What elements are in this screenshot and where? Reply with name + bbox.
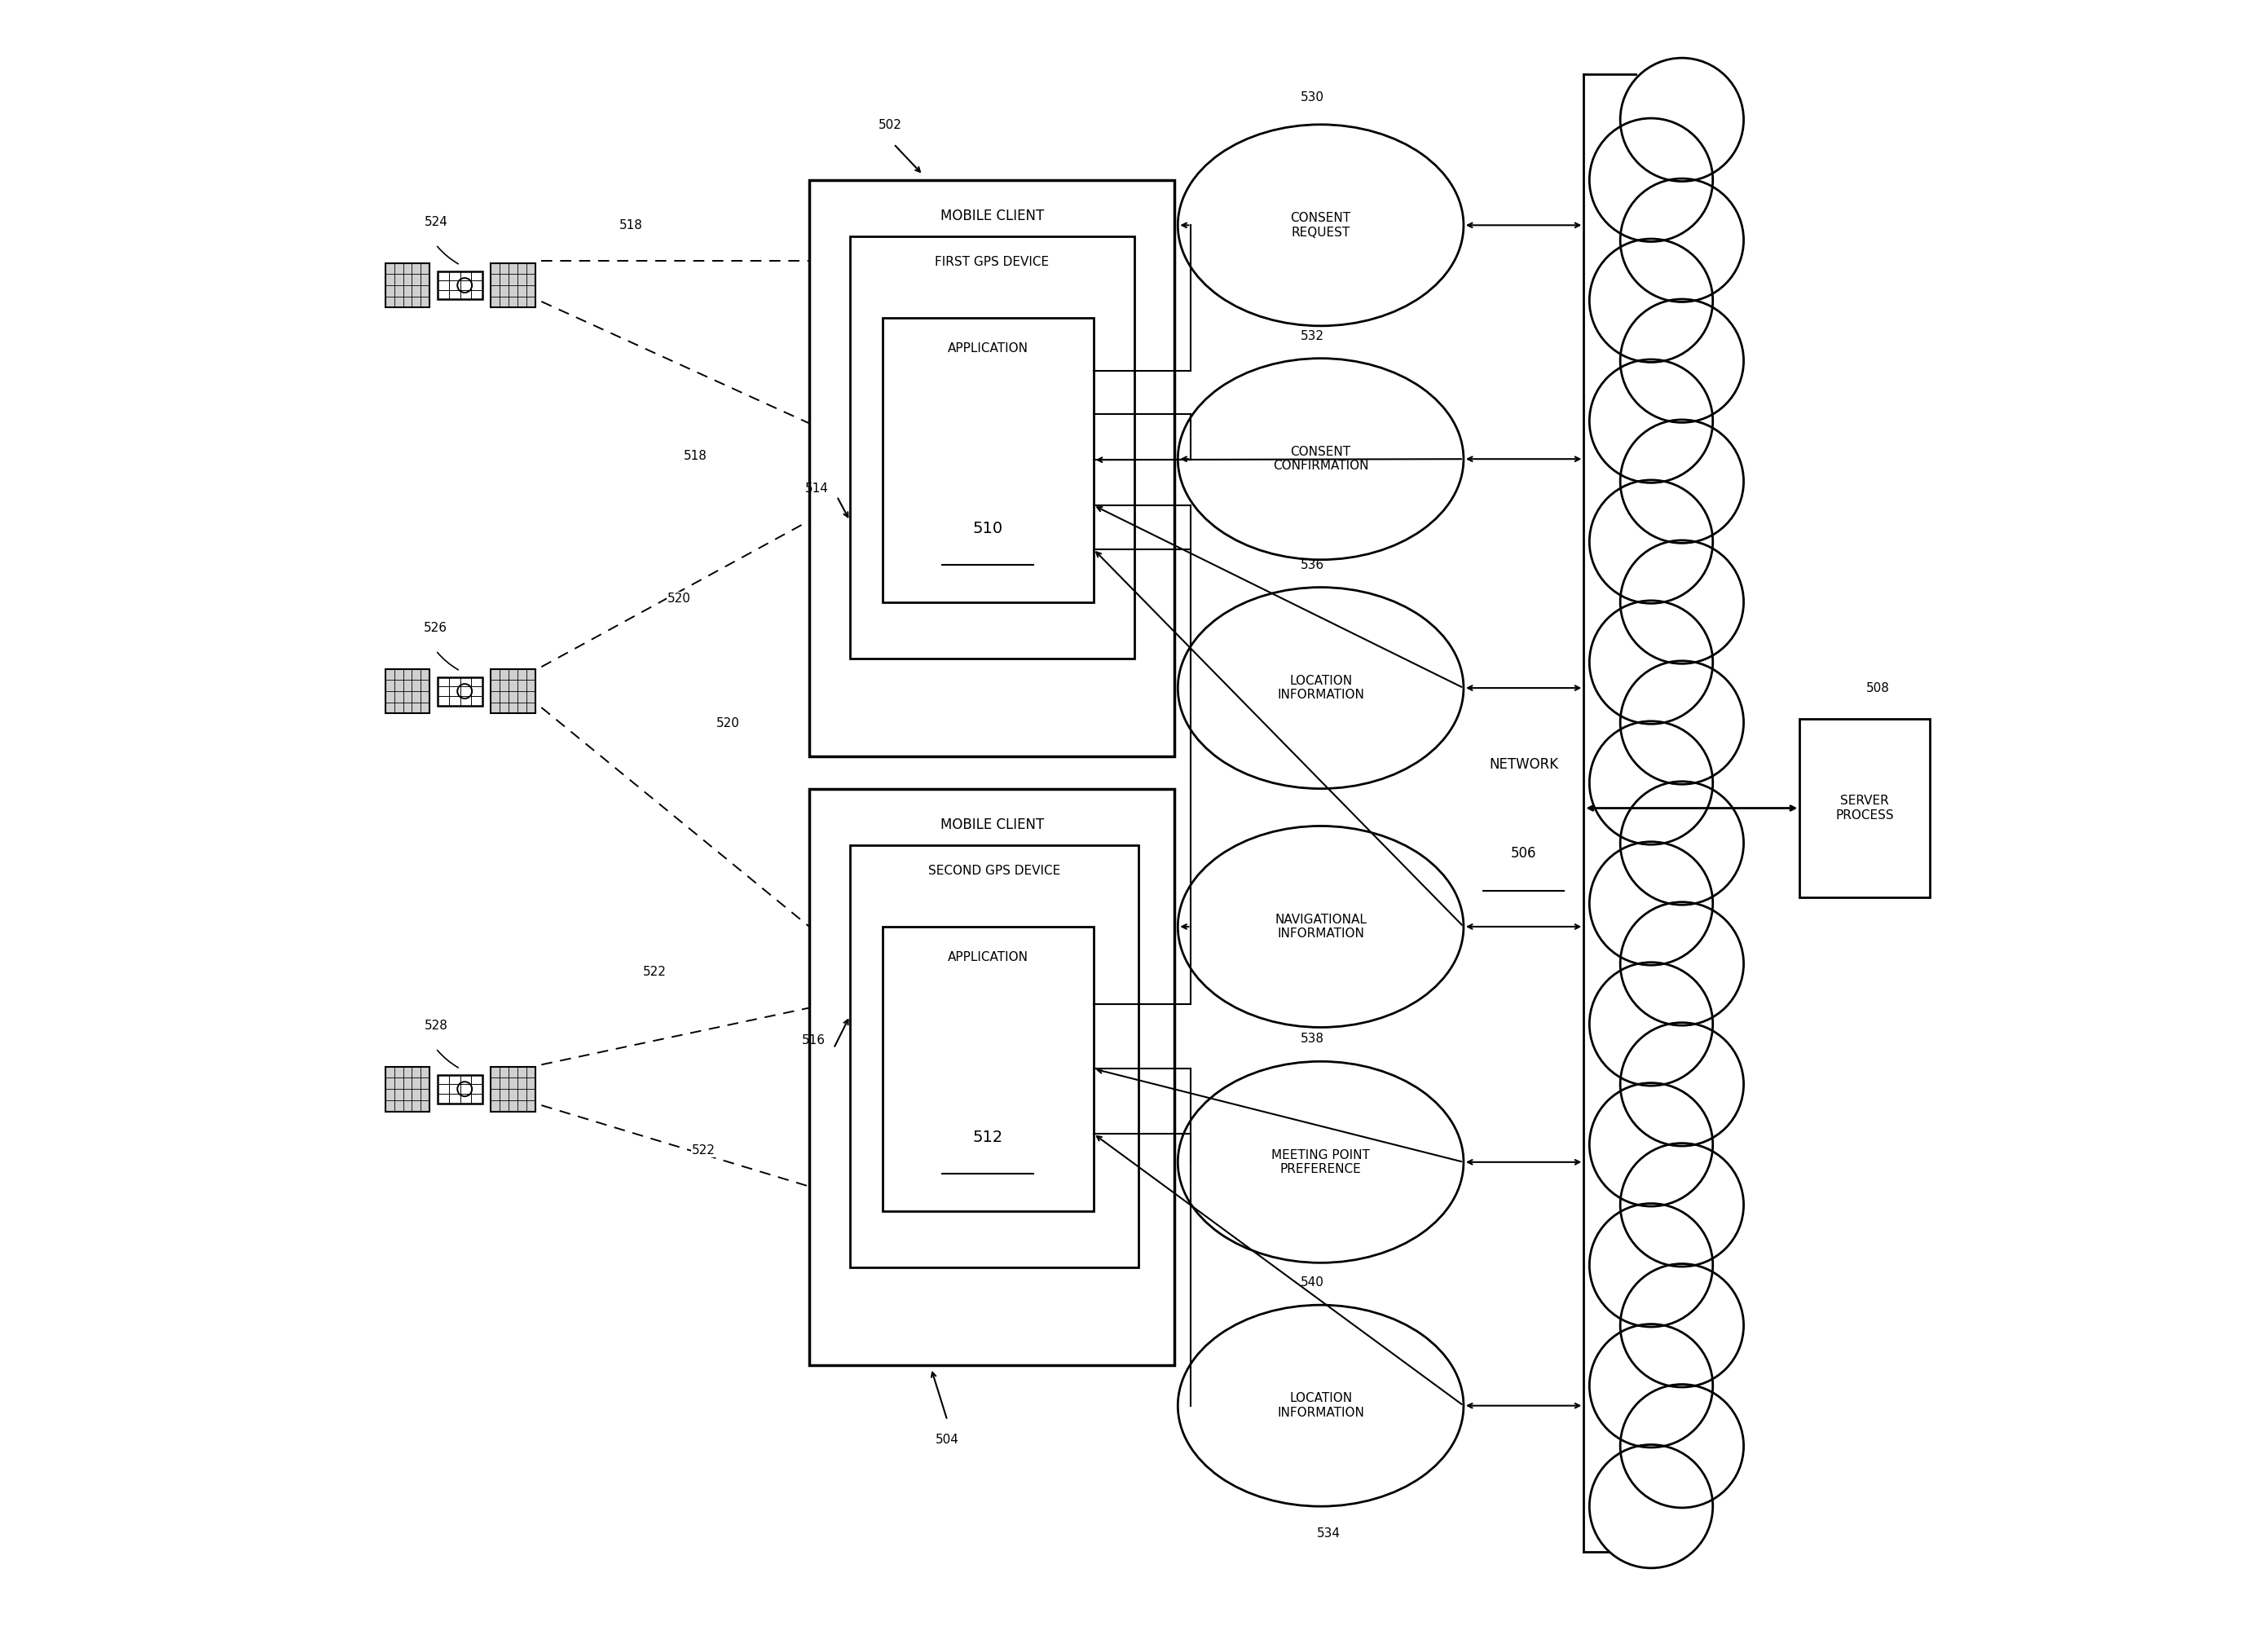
Circle shape bbox=[1619, 1143, 1744, 1267]
FancyBboxPatch shape bbox=[810, 180, 1175, 756]
Text: 518: 518 bbox=[619, 220, 642, 231]
Text: 504: 504 bbox=[934, 1433, 959, 1446]
FancyBboxPatch shape bbox=[882, 317, 1093, 602]
Text: 508: 508 bbox=[1867, 683, 1889, 694]
Text: 528: 528 bbox=[424, 1020, 447, 1033]
Circle shape bbox=[1619, 540, 1744, 663]
FancyBboxPatch shape bbox=[386, 1067, 429, 1111]
Text: 522: 522 bbox=[644, 966, 667, 979]
FancyBboxPatch shape bbox=[850, 846, 1139, 1268]
FancyBboxPatch shape bbox=[386, 668, 429, 714]
Text: 510: 510 bbox=[973, 520, 1002, 537]
Text: 530: 530 bbox=[1302, 91, 1325, 104]
Circle shape bbox=[1619, 59, 1744, 182]
Text: 532: 532 bbox=[1302, 330, 1325, 341]
Text: 506: 506 bbox=[1510, 846, 1535, 860]
Circle shape bbox=[1590, 722, 1712, 844]
Circle shape bbox=[1590, 239, 1712, 363]
Circle shape bbox=[1619, 420, 1744, 543]
Text: 536: 536 bbox=[1302, 559, 1325, 571]
FancyBboxPatch shape bbox=[438, 1075, 483, 1104]
FancyBboxPatch shape bbox=[810, 789, 1175, 1366]
Ellipse shape bbox=[1177, 1062, 1463, 1263]
Ellipse shape bbox=[1177, 125, 1463, 325]
FancyBboxPatch shape bbox=[490, 668, 535, 714]
Text: 502: 502 bbox=[878, 119, 903, 132]
Circle shape bbox=[1590, 1324, 1712, 1447]
FancyBboxPatch shape bbox=[1583, 59, 1649, 1567]
Circle shape bbox=[1590, 963, 1712, 1086]
FancyBboxPatch shape bbox=[1801, 719, 1930, 898]
Text: CONSENT
CONFIRMATION: CONSENT CONFIRMATION bbox=[1272, 446, 1368, 472]
Text: APPLICATION: APPLICATION bbox=[948, 951, 1027, 963]
Text: 520: 520 bbox=[667, 592, 692, 605]
Text: APPLICATION: APPLICATION bbox=[948, 341, 1027, 354]
Text: 514: 514 bbox=[805, 483, 828, 494]
Text: MEETING POINT
PREFERENCE: MEETING POINT PREFERENCE bbox=[1272, 1150, 1370, 1176]
Circle shape bbox=[1590, 1444, 1712, 1567]
Circle shape bbox=[1619, 1023, 1744, 1146]
Text: 520: 520 bbox=[717, 717, 739, 730]
Circle shape bbox=[1619, 1384, 1744, 1507]
Text: 516: 516 bbox=[803, 1034, 826, 1047]
Circle shape bbox=[1619, 1263, 1744, 1387]
FancyBboxPatch shape bbox=[438, 676, 483, 706]
Text: 538: 538 bbox=[1302, 1033, 1325, 1046]
Circle shape bbox=[1590, 842, 1712, 966]
FancyBboxPatch shape bbox=[386, 263, 429, 307]
Text: 540: 540 bbox=[1302, 1276, 1325, 1289]
FancyBboxPatch shape bbox=[438, 272, 483, 299]
Ellipse shape bbox=[1177, 826, 1463, 1028]
Text: LOCATION
INFORMATION: LOCATION INFORMATION bbox=[1277, 1392, 1365, 1419]
Text: MOBILE CLIENT: MOBILE CLIENT bbox=[941, 818, 1043, 833]
Text: FIRST GPS DEVICE: FIRST GPS DEVICE bbox=[934, 255, 1050, 268]
Text: LOCATION
INFORMATION: LOCATION INFORMATION bbox=[1277, 675, 1365, 701]
Circle shape bbox=[1619, 902, 1744, 1026]
Circle shape bbox=[1619, 299, 1744, 423]
FancyBboxPatch shape bbox=[882, 927, 1093, 1211]
Ellipse shape bbox=[1177, 587, 1463, 789]
FancyBboxPatch shape bbox=[850, 236, 1134, 659]
Text: SECOND GPS DEVICE: SECOND GPS DEVICE bbox=[928, 865, 1061, 876]
Text: NETWORK: NETWORK bbox=[1490, 758, 1558, 772]
FancyBboxPatch shape bbox=[490, 263, 535, 307]
Text: 518: 518 bbox=[685, 450, 708, 462]
Text: 524: 524 bbox=[424, 216, 447, 229]
Circle shape bbox=[1590, 480, 1712, 603]
Circle shape bbox=[1619, 179, 1744, 302]
FancyBboxPatch shape bbox=[490, 1067, 535, 1111]
Circle shape bbox=[1590, 1203, 1712, 1327]
Ellipse shape bbox=[1177, 1306, 1463, 1506]
Text: 526: 526 bbox=[424, 623, 447, 634]
Circle shape bbox=[1590, 1083, 1712, 1206]
Text: CONSENT
REQUEST: CONSENT REQUEST bbox=[1290, 211, 1352, 239]
Text: MOBILE CLIENT: MOBILE CLIENT bbox=[941, 210, 1043, 224]
Text: 534: 534 bbox=[1318, 1527, 1340, 1540]
Text: 522: 522 bbox=[692, 1145, 714, 1156]
Circle shape bbox=[1590, 119, 1712, 242]
Text: NAVIGATIONAL
INFORMATION: NAVIGATIONAL INFORMATION bbox=[1275, 914, 1368, 940]
Ellipse shape bbox=[1177, 358, 1463, 559]
Circle shape bbox=[1619, 660, 1744, 784]
Circle shape bbox=[1590, 600, 1712, 724]
Text: SERVER
PROCESS: SERVER PROCESS bbox=[1835, 795, 1894, 821]
Circle shape bbox=[1590, 359, 1712, 483]
Circle shape bbox=[1619, 782, 1744, 904]
Text: 512: 512 bbox=[973, 1130, 1002, 1145]
